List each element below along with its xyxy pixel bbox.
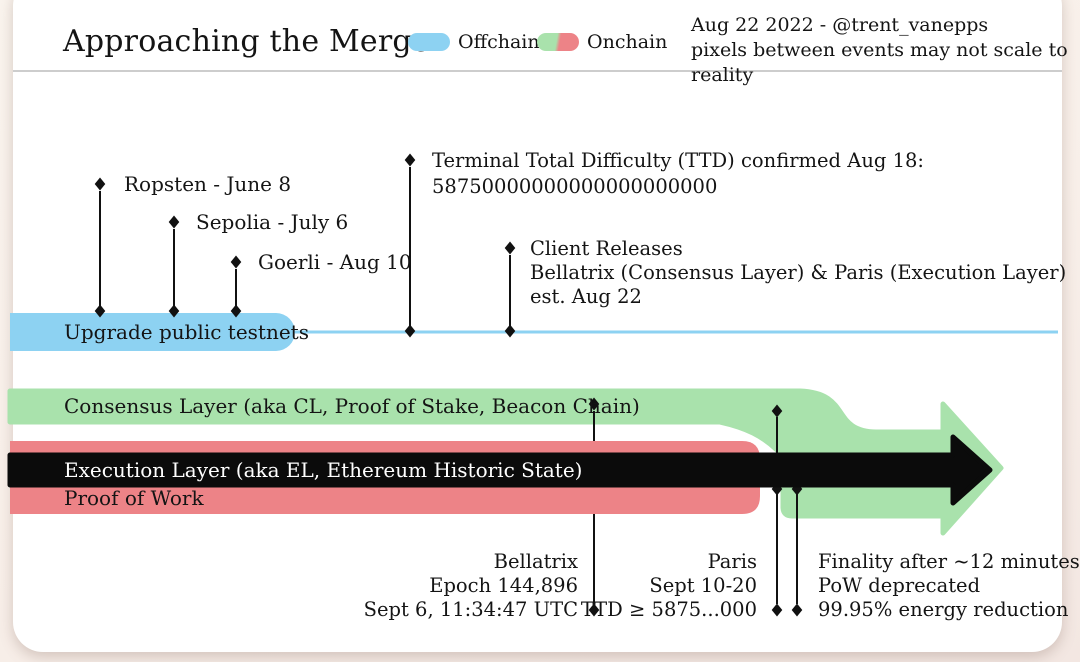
ttd-event-label: Terminal Total Difficulty (TTD) confirme… xyxy=(432,148,924,200)
paris-diamond-bottom xyxy=(771,603,783,617)
offchain-legend-label: Offchain xyxy=(458,31,540,53)
client-release-line3: est. Aug 22 xyxy=(530,285,642,308)
ropsten-diamond-top xyxy=(94,177,106,191)
paris-ttd: TTD ≥ 5875...000 xyxy=(580,598,757,621)
execution-band-label: Execution Layer (aka EL, Ethereum Histor… xyxy=(64,458,583,482)
client-release-diamond-top xyxy=(504,241,516,255)
credit-note: Aug 22 2022 - @trent_vanepps pixels betw… xyxy=(691,13,1080,88)
finality-energy: 99.95% energy reduction xyxy=(818,598,1069,621)
page-title: Approaching the Merge xyxy=(63,24,430,59)
offchain-band-label: Upgrade public testnets xyxy=(64,320,309,344)
finality-diamond-bottom xyxy=(791,603,803,617)
client-release-line1: Client Releases xyxy=(530,237,683,260)
header-divider xyxy=(13,70,1062,72)
finality-annotation: Finality after ~12 minutes PoW deprecate… xyxy=(818,550,1080,622)
credit-date-author: Aug 22 2022 - @trent_vanepps xyxy=(691,14,989,36)
onchain-legend-label: Onchain xyxy=(587,31,668,53)
finality-time: Finality after ~12 minutes xyxy=(818,550,1080,573)
client-release-diamond-bottom xyxy=(504,324,516,338)
client-release-label: Client Releases Bellatrix (Consensus Lay… xyxy=(530,237,1066,309)
ttd-event-line1: Terminal Total Difficulty (TTD) confirme… xyxy=(432,149,924,172)
client-release-line2: Bellatrix (Consensus Layer) & Paris (Exe… xyxy=(530,261,1067,284)
offchain-event-lines xyxy=(99,167,511,326)
offchain-thin-line xyxy=(295,330,1058,334)
credit-disclaimer: pixels between events may not scale to r… xyxy=(691,39,1068,86)
paris-name: Paris xyxy=(707,550,757,573)
ropsten-event-label: Ropsten - June 8 xyxy=(124,172,292,196)
ttd-diamond-top xyxy=(404,153,416,167)
ttd-diamond-bottom xyxy=(404,324,416,338)
sepolia-event-label: Sepolia - July 6 xyxy=(196,210,349,234)
sepolia-diamond-top xyxy=(168,215,180,229)
ttd-event-value: 58750000000000000000000 xyxy=(432,175,718,198)
offchain-legend-swatch xyxy=(408,33,450,51)
bellatrix-date: Sept 6, 11:34:47 UTC xyxy=(363,598,578,621)
goerli-diamond-top xyxy=(230,255,242,269)
consensus-band-label: Consensus Layer (aka CL, Proof of Stake,… xyxy=(64,394,640,418)
onchain-legend-swatch xyxy=(537,33,579,51)
offchain-blue-band xyxy=(10,313,295,351)
consensus-green-arrow xyxy=(7,388,1004,536)
bellatrix-name: Bellatrix xyxy=(493,550,578,573)
paris-annotation: Paris Sept 10-20 TTD ≥ 5875...000 xyxy=(581,550,757,622)
bellatrix-epoch: Epoch 144,896 xyxy=(429,574,578,597)
goerli-event-label: Goerli - Aug 10 xyxy=(258,250,412,274)
bellatrix-annotation: Bellatrix Epoch 144,896 Sept 6, 11:34:47… xyxy=(364,550,578,622)
execution-black-arrow xyxy=(7,434,993,506)
pow-band-label: Proof of Work xyxy=(64,486,204,510)
paris-date: Sept 10-20 xyxy=(649,574,757,597)
finality-pow: PoW deprecated xyxy=(818,574,981,597)
